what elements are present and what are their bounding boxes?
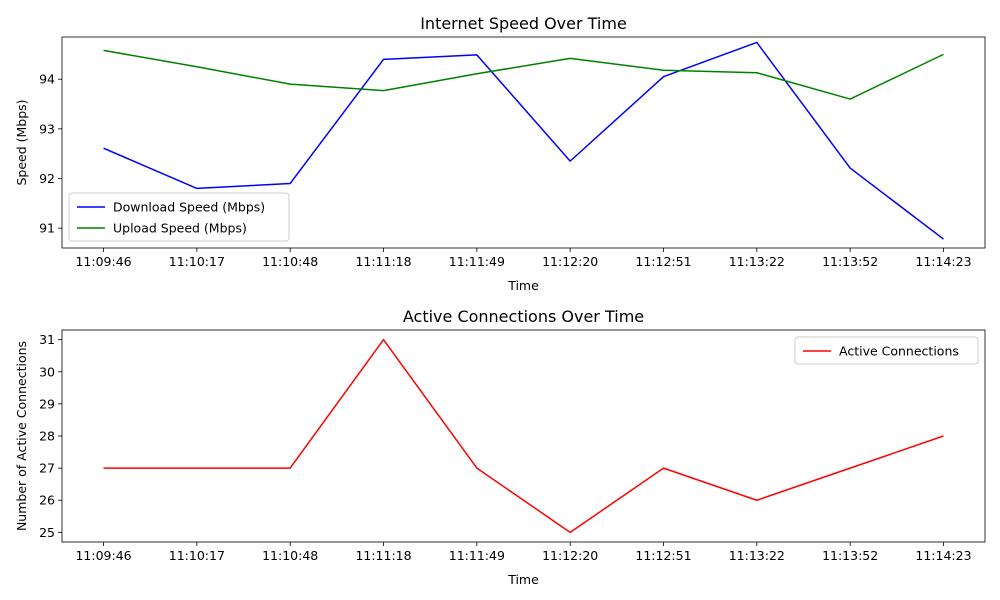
x-tick-label: 11:12:51 bbox=[635, 254, 691, 269]
y-tick-label: 29 bbox=[39, 396, 55, 411]
y-tick-label: 93 bbox=[39, 121, 55, 136]
x-axis-label: Time bbox=[507, 572, 539, 587]
plot-frame bbox=[61, 36, 986, 249]
x-tick-label: 11:10:17 bbox=[169, 254, 225, 269]
x-tick-label: 11:13:52 bbox=[822, 254, 878, 269]
x-tick-label: 11:09:46 bbox=[75, 548, 131, 563]
y-axis-label: Number of Active Connections bbox=[14, 341, 29, 531]
x-tick-label: 11:14:23 bbox=[915, 548, 971, 563]
chart-1: Internet Speed Over Time 11:09:46 11:10:17… bbox=[14, 14, 986, 293]
y-tick-label: 25 bbox=[39, 525, 55, 540]
x-tick-label: 11:11:18 bbox=[355, 548, 411, 563]
y-axis-label: Speed (Mbps) bbox=[14, 99, 29, 185]
series-line-1 bbox=[103, 338, 944, 534]
series-line-1 bbox=[103, 41, 944, 240]
x-tick-label: 11:11:49 bbox=[449, 548, 505, 563]
x-tick-label: 11:14:23 bbox=[915, 254, 971, 269]
chart-title: Active Connections Over Time bbox=[403, 307, 644, 326]
chart-title: Internet Speed Over Time bbox=[420, 14, 627, 33]
y-tick-label: 30 bbox=[39, 364, 55, 379]
x-tick-label: 11:13:22 bbox=[729, 254, 785, 269]
y-tick-label: 27 bbox=[39, 461, 55, 476]
y-tick-label: 28 bbox=[39, 429, 55, 444]
x-tick-label: 11:12:20 bbox=[542, 254, 598, 269]
x-tick-label: 11:12:51 bbox=[635, 548, 691, 563]
legend: Active Connections bbox=[794, 336, 979, 365]
x-tick-label: 11:13:22 bbox=[729, 548, 785, 563]
series-line-2 bbox=[103, 49, 944, 100]
x-tick-label: 11:10:48 bbox=[262, 254, 318, 269]
x-tick-label: 11:10:48 bbox=[262, 548, 318, 563]
x-tick-label: 11:11:49 bbox=[449, 254, 505, 269]
legend: Download Speed (Mbps) Upload Speed (Mbps) bbox=[68, 192, 290, 242]
x-tick-label: 11:13:52 bbox=[822, 548, 878, 563]
x-tick-label: 11:12:20 bbox=[542, 548, 598, 563]
y-tick-label: 26 bbox=[39, 493, 55, 508]
legend-box bbox=[68, 192, 290, 242]
x-tick-label: 11:11:18 bbox=[355, 254, 411, 269]
x-tick-label: 11:10:17 bbox=[169, 548, 225, 563]
legend-label-1: Active Connections bbox=[839, 344, 959, 359]
x-axis-label: Time bbox=[507, 278, 539, 293]
x-tick-label: 11:09:46 bbox=[75, 254, 131, 269]
y-tick-label: 31 bbox=[39, 332, 55, 347]
legend-label-1: Download Speed (Mbps) bbox=[113, 200, 265, 215]
y-tick-label: 91 bbox=[39, 221, 55, 236]
y-tick-label: 94 bbox=[39, 72, 55, 87]
legend-label-2: Upload Speed (Mbps) bbox=[113, 221, 247, 236]
legend-box bbox=[794, 336, 979, 365]
chart-2: Active Connections Over Time 11:09:46 11:1… bbox=[14, 307, 986, 587]
y-tick-label: 92 bbox=[39, 171, 55, 186]
